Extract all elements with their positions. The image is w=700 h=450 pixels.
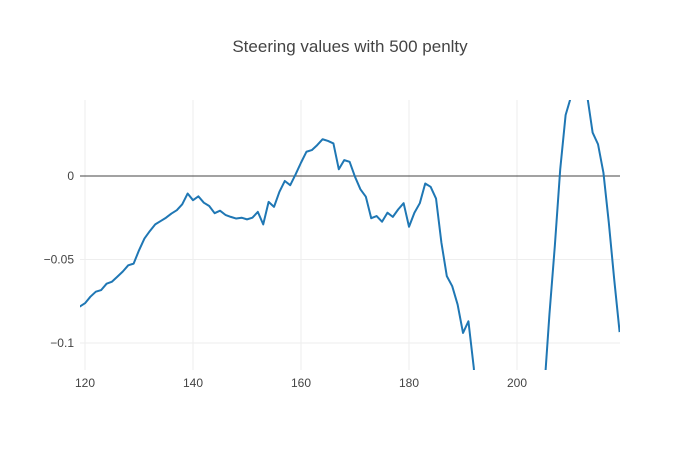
y-tick-label: −0.1 <box>50 336 74 350</box>
grid-layer <box>80 100 620 370</box>
y-tick-label: −0.05 <box>44 252 75 266</box>
x-axis-tick-labels: 120 140 160 180 200 <box>75 376 527 390</box>
x-tick-label: 200 <box>507 376 527 390</box>
plot-area[interactable] <box>80 100 620 370</box>
chart-title: Steering values with 500 penlty <box>232 37 468 56</box>
x-tick-label: 180 <box>399 376 419 390</box>
x-tick-label: 140 <box>183 376 203 390</box>
y-tick-label: 0 <box>67 169 74 183</box>
x-tick-label: 160 <box>291 376 311 390</box>
series-line[interactable] <box>80 82 620 450</box>
x-tick-label: 120 <box>75 376 95 390</box>
y-axis-tick-labels: 0 −0.05 −0.1 <box>44 169 75 350</box>
